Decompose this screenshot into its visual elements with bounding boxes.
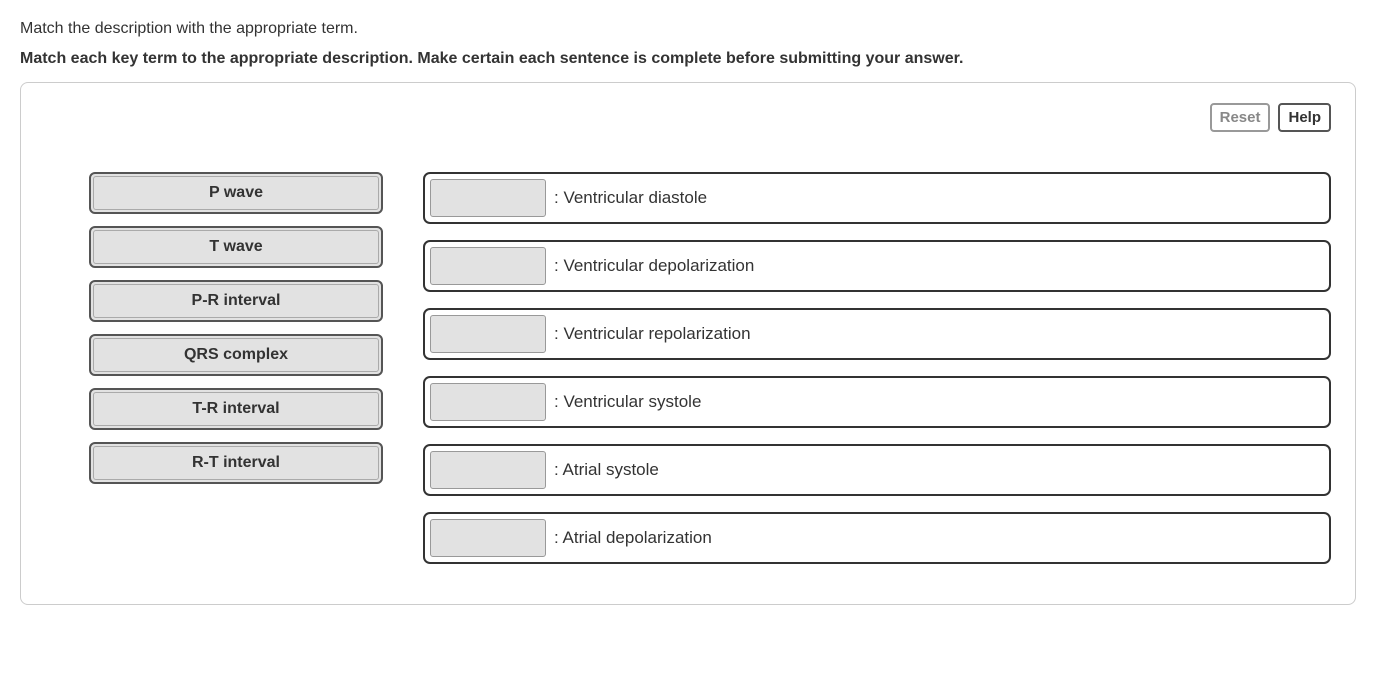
terms-column: P wave T wave P-R interval QRS complex T…	[89, 172, 383, 564]
drop-zone[interactable]	[430, 519, 546, 557]
target-atrial-systole: : Atrial systole	[423, 444, 1331, 496]
help-button[interactable]: Help	[1278, 103, 1331, 132]
target-ventricular-repolarization: : Ventricular repolarization	[423, 308, 1331, 360]
target-description: : Ventricular depolarization	[554, 256, 754, 276]
instruction-line-1: Match the description with the appropria…	[20, 20, 1356, 38]
term-pr-interval[interactable]: P-R interval	[89, 280, 383, 322]
matching-area: P wave T wave P-R interval QRS complex T…	[45, 172, 1331, 564]
drop-zone[interactable]	[430, 247, 546, 285]
drop-zone[interactable]	[430, 383, 546, 421]
targets-column: : Ventricular diastole : Ventricular dep…	[423, 172, 1331, 564]
drop-zone[interactable]	[430, 451, 546, 489]
term-label: R-T interval	[93, 446, 379, 480]
term-label: QRS complex	[93, 338, 379, 372]
activity-container: Reset Help P wave T wave P-R interval QR…	[20, 82, 1356, 605]
drop-zone[interactable]	[430, 179, 546, 217]
term-rt-interval[interactable]: R-T interval	[89, 442, 383, 484]
target-description: : Atrial depolarization	[554, 528, 712, 548]
target-description: : Ventricular diastole	[554, 188, 707, 208]
term-label: P-R interval	[93, 284, 379, 318]
term-tr-interval[interactable]: T-R interval	[89, 388, 383, 430]
term-t-wave[interactable]: T wave	[89, 226, 383, 268]
target-ventricular-diastole: : Ventricular diastole	[423, 172, 1331, 224]
term-label: T-R interval	[93, 392, 379, 426]
target-description: : Ventricular repolarization	[554, 324, 751, 344]
term-label: P wave	[93, 176, 379, 210]
target-description: : Ventricular systole	[554, 392, 701, 412]
term-p-wave[interactable]: P wave	[89, 172, 383, 214]
target-atrial-depolarization: : Atrial depolarization	[423, 512, 1331, 564]
toolbar: Reset Help	[45, 103, 1331, 132]
drop-zone[interactable]	[430, 315, 546, 353]
term-label: T wave	[93, 230, 379, 264]
instruction-line-2: Match each key term to the appropriate d…	[20, 50, 1356, 68]
target-description: : Atrial systole	[554, 460, 659, 480]
target-ventricular-systole: : Ventricular systole	[423, 376, 1331, 428]
term-qrs-complex[interactable]: QRS complex	[89, 334, 383, 376]
reset-button[interactable]: Reset	[1210, 103, 1271, 132]
target-ventricular-depolarization: : Ventricular depolarization	[423, 240, 1331, 292]
